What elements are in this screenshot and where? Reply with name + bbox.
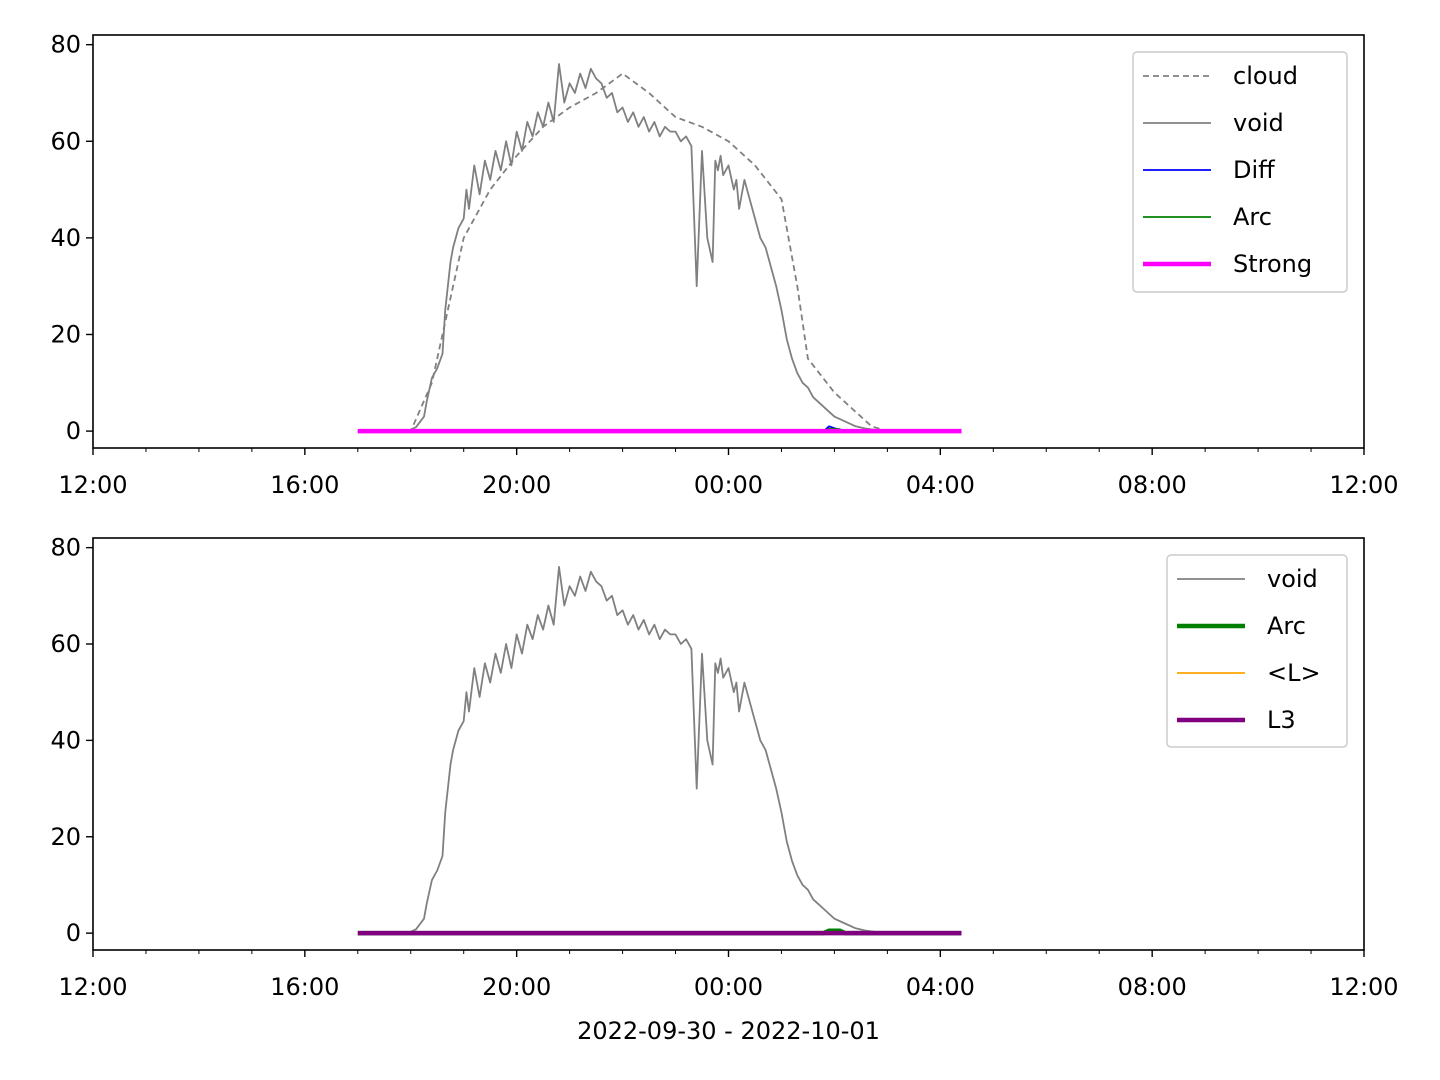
- legend-label: Strong: [1233, 250, 1312, 278]
- y-tick-label: 20: [50, 320, 81, 348]
- x-tick-label: 00:00: [694, 973, 763, 1001]
- x-tick-label: 16:00: [270, 471, 339, 499]
- legend-label: <L>: [1267, 659, 1321, 687]
- y-tick-label: 20: [50, 823, 81, 851]
- legend: void Arc <L> L3: [1166, 554, 1348, 748]
- legend-frame: [1166, 554, 1348, 748]
- series-void-line: [410, 566, 904, 934]
- legend-label: L3: [1267, 706, 1296, 734]
- x-tick-label: 12:00: [58, 471, 127, 499]
- x-tick-label: 20:00: [482, 471, 551, 499]
- legend-label: void: [1233, 109, 1284, 137]
- y-tick-label: 40: [50, 224, 81, 252]
- x-tick-label: 20:00: [482, 973, 551, 1001]
- x-tick-label: 16:00: [270, 973, 339, 1001]
- legend-label: Arc: [1267, 612, 1306, 640]
- x-tick-label: 08:00: [1118, 471, 1187, 499]
- y-tick-label: 40: [50, 726, 81, 754]
- legend-label: Diff: [1233, 156, 1275, 184]
- y-tick-label: 80: [50, 31, 81, 59]
- legend-label: void: [1267, 565, 1318, 593]
- legend: cloud void Diff Arc Strong: [1132, 51, 1348, 293]
- legend-frame: [1132, 51, 1348, 293]
- legend-label: Arc: [1233, 203, 1272, 231]
- legend-label: cloud: [1233, 62, 1298, 90]
- y-tick-label: 0: [66, 417, 81, 445]
- x-tick-label: 04:00: [906, 973, 975, 1001]
- y-tick-label: 80: [50, 534, 81, 562]
- y-tick-label: 60: [50, 127, 81, 155]
- x-tick-label: 04:00: [906, 471, 975, 499]
- x-axis-label: 2022-09-30 - 2022-10-01: [577, 1017, 880, 1045]
- y-tick-label: 0: [66, 919, 81, 947]
- subplot-1: 0 20 40 60 80 12:00 16:00 20:00 00:00 04:00 08:00 1…: [50, 31, 1398, 499]
- x-tick-label: 08:00: [1118, 973, 1187, 1001]
- y-tick-label: 60: [50, 630, 81, 658]
- series-void-line: [410, 63, 904, 432]
- x-tick-label: 12:00: [1329, 973, 1398, 1001]
- x-tick-label: 12:00: [1329, 471, 1398, 499]
- plot-area: [357, 63, 962, 434]
- series-cloud-line: [357, 72, 962, 433]
- x-tick-label: 00:00: [694, 471, 763, 499]
- x-tick-label: 12:00: [58, 973, 127, 1001]
- plot-area: [357, 566, 962, 936]
- subplot-2: 0 20 40 60 80 12:00 16:00 20:00 00:00 04:00 08:00 1…: [50, 534, 1398, 1045]
